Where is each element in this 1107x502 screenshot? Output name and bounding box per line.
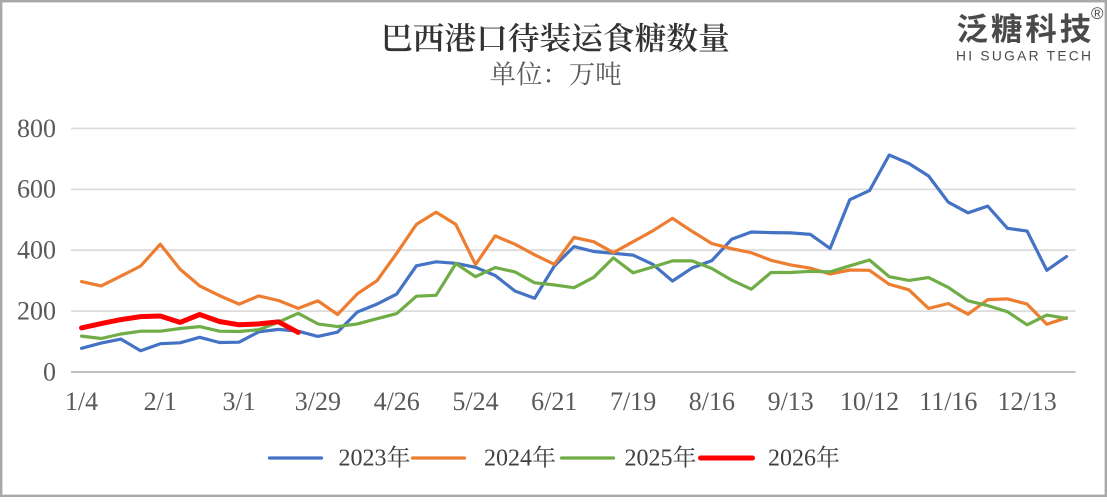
- svg-text:2026: 2026: [768, 446, 816, 472]
- svg-text:6/21: 6/21: [531, 387, 577, 416]
- svg-text:1/4: 1/4: [65, 387, 98, 416]
- svg-text:9/13: 9/13: [768, 387, 814, 416]
- svg-text:12/13: 12/13: [997, 387, 1056, 416]
- svg-text:2023: 2023: [339, 446, 387, 472]
- svg-text:3/29: 3/29: [295, 387, 341, 416]
- svg-text:4/26: 4/26: [374, 387, 420, 416]
- svg-text:10/12: 10/12: [840, 387, 899, 416]
- svg-text:600: 600: [17, 175, 56, 204]
- svg-text:11/16: 11/16: [919, 387, 977, 416]
- svg-text:®: ®: [1091, 4, 1104, 23]
- svg-text:2025: 2025: [625, 446, 673, 472]
- svg-text:HI SUGAR TECH: HI SUGAR TECH: [956, 49, 1091, 64]
- svg-text:2024: 2024: [484, 446, 532, 472]
- svg-text:7/19: 7/19: [610, 387, 656, 416]
- svg-text:200: 200: [17, 296, 56, 325]
- svg-text:8/16: 8/16: [689, 387, 735, 416]
- svg-text:400: 400: [17, 236, 56, 265]
- svg-text:3/1: 3/1: [222, 387, 255, 416]
- svg-text:800: 800: [17, 114, 56, 143]
- svg-text:2/1: 2/1: [144, 387, 177, 416]
- svg-text:5/24: 5/24: [452, 387, 498, 416]
- svg-text:0: 0: [43, 357, 56, 386]
